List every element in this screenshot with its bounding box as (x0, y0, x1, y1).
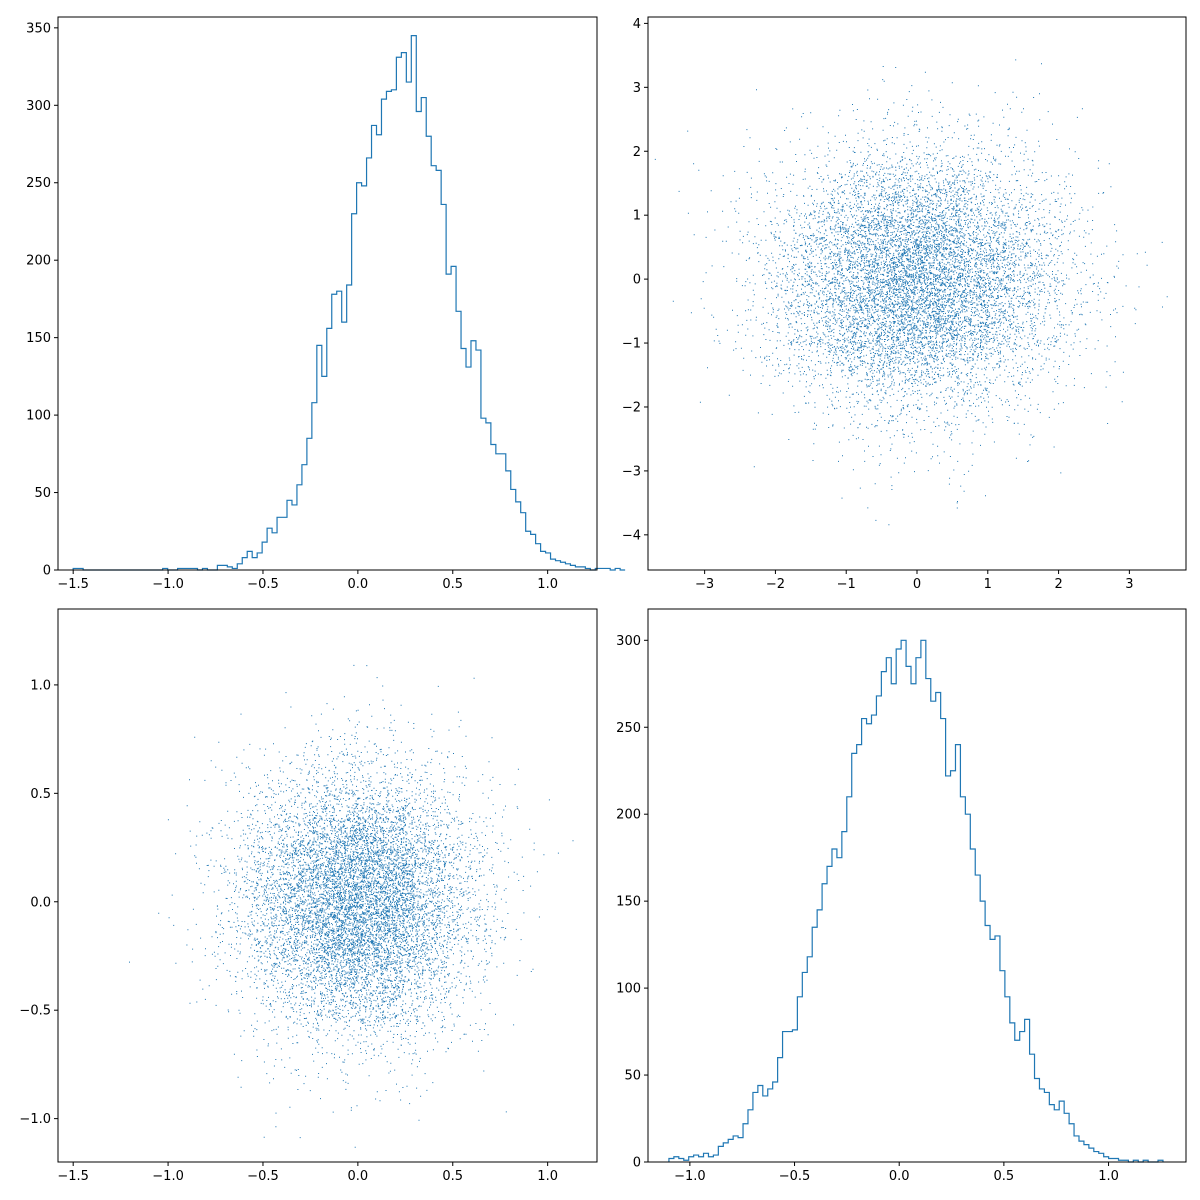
y-tick-label: 200 (26, 254, 51, 269)
y-tick-label: 350 (26, 21, 51, 36)
axes-frame (57, 608, 598, 1163)
y-tick-label: 100 (26, 409, 51, 424)
y-tick-label: 3 (633, 81, 641, 96)
x-tick-label: −1.5 (57, 1169, 89, 1184)
y-tick-label: 0 (43, 564, 51, 579)
y-tick-label: 0 (633, 1156, 641, 1171)
y-tick-label: 2 (633, 145, 641, 160)
y-tick-label: 150 (26, 331, 51, 346)
x-tick-label: 0.5 (994, 1169, 1015, 1184)
y-tick-label: 300 (26, 99, 51, 114)
y-tick-label: 300 (616, 634, 641, 649)
x-tick-label: −0.5 (779, 1169, 811, 1184)
x-tick-label: −1.0 (152, 577, 184, 592)
axes-frame (647, 16, 1187, 571)
y-tick-label: 0.0 (30, 895, 51, 910)
y-tick-label: 0 (633, 273, 641, 288)
x-tick-label: −1.0 (152, 1169, 184, 1184)
x-tick-label: 1 (984, 577, 992, 592)
x-tick-label: 0.0 (348, 1169, 369, 1184)
y-tick-label: −0.5 (19, 1004, 51, 1019)
x-tick-label: 0.0 (348, 577, 369, 592)
scatter-points (129, 664, 574, 1148)
y-tick-label: 1.0 (30, 678, 51, 693)
x-tick-label: −2 (766, 577, 785, 592)
x-tick-label: 0 (913, 577, 921, 592)
y-tick-label: 100 (616, 982, 641, 997)
y-tick-label: −2 (622, 400, 641, 415)
x-tick-label: −1 (837, 577, 856, 592)
y-tick-label: 150 (616, 895, 641, 910)
histogram-step-line (668, 639, 1164, 1163)
histogram-top-left: −1.5 −1.0 −0.5 0.0 0.5 1.0 0 50 100 150 200 250 300 3… (26, 16, 626, 592)
axes-frame (57, 16, 598, 571)
y-tick-label: 50 (34, 486, 51, 501)
x-tick-label: 1.0 (537, 1169, 558, 1184)
y-tick-label: 200 (616, 808, 641, 823)
x-tick-label: 0.5 (442, 577, 463, 592)
y-tick-label: 4 (633, 17, 641, 32)
x-tick-label: −0.5 (247, 577, 279, 592)
x-tick-label: 1.0 (537, 577, 558, 592)
x-tick-label: 1.0 (1098, 1169, 1119, 1184)
y-tick-label: −1.0 (19, 1112, 51, 1127)
x-tick-label: −0.5 (247, 1169, 279, 1184)
axes-frame (647, 608, 1187, 1163)
y-tick-label: 250 (26, 176, 51, 191)
x-tick-label: 3 (1125, 577, 1133, 592)
scatter-top-right: −3 −2 −1 0 1 2 3 −4 −3 −2 −1 0 1 2 3 4 (622, 16, 1187, 592)
x-tick-label: 2 (1054, 577, 1062, 592)
y-tick-label: 1 (633, 209, 641, 224)
y-tick-label: −4 (622, 528, 641, 543)
y-tick-label: −1 (622, 337, 641, 352)
y-tick-label: 50 (624, 1069, 641, 1084)
x-tick-label: −1.5 (57, 577, 89, 592)
y-tick-label: −3 (622, 464, 641, 479)
x-tick-label: −1.0 (674, 1169, 706, 1184)
y-tick-label: 250 (616, 721, 641, 736)
y-tick-label: 0.5 (30, 787, 51, 802)
x-tick-label: −3 (695, 577, 714, 592)
x-tick-label: 0.0 (889, 1169, 910, 1184)
x-tick-label: 0.5 (442, 1169, 463, 1184)
histogram-step-line (72, 34, 626, 571)
histogram-bottom-right: −1.0 −0.5 0.0 0.5 1.0 0 50 100 150 200 250 300 (616, 608, 1187, 1184)
scatter-bottom-left: −1.5 −1.0 −0.5 0.0 0.5 1.0 −1.0 −0.5 0.0 0.5 1.0 (19, 608, 598, 1184)
scatter-point-pixels (129, 664, 574, 1148)
